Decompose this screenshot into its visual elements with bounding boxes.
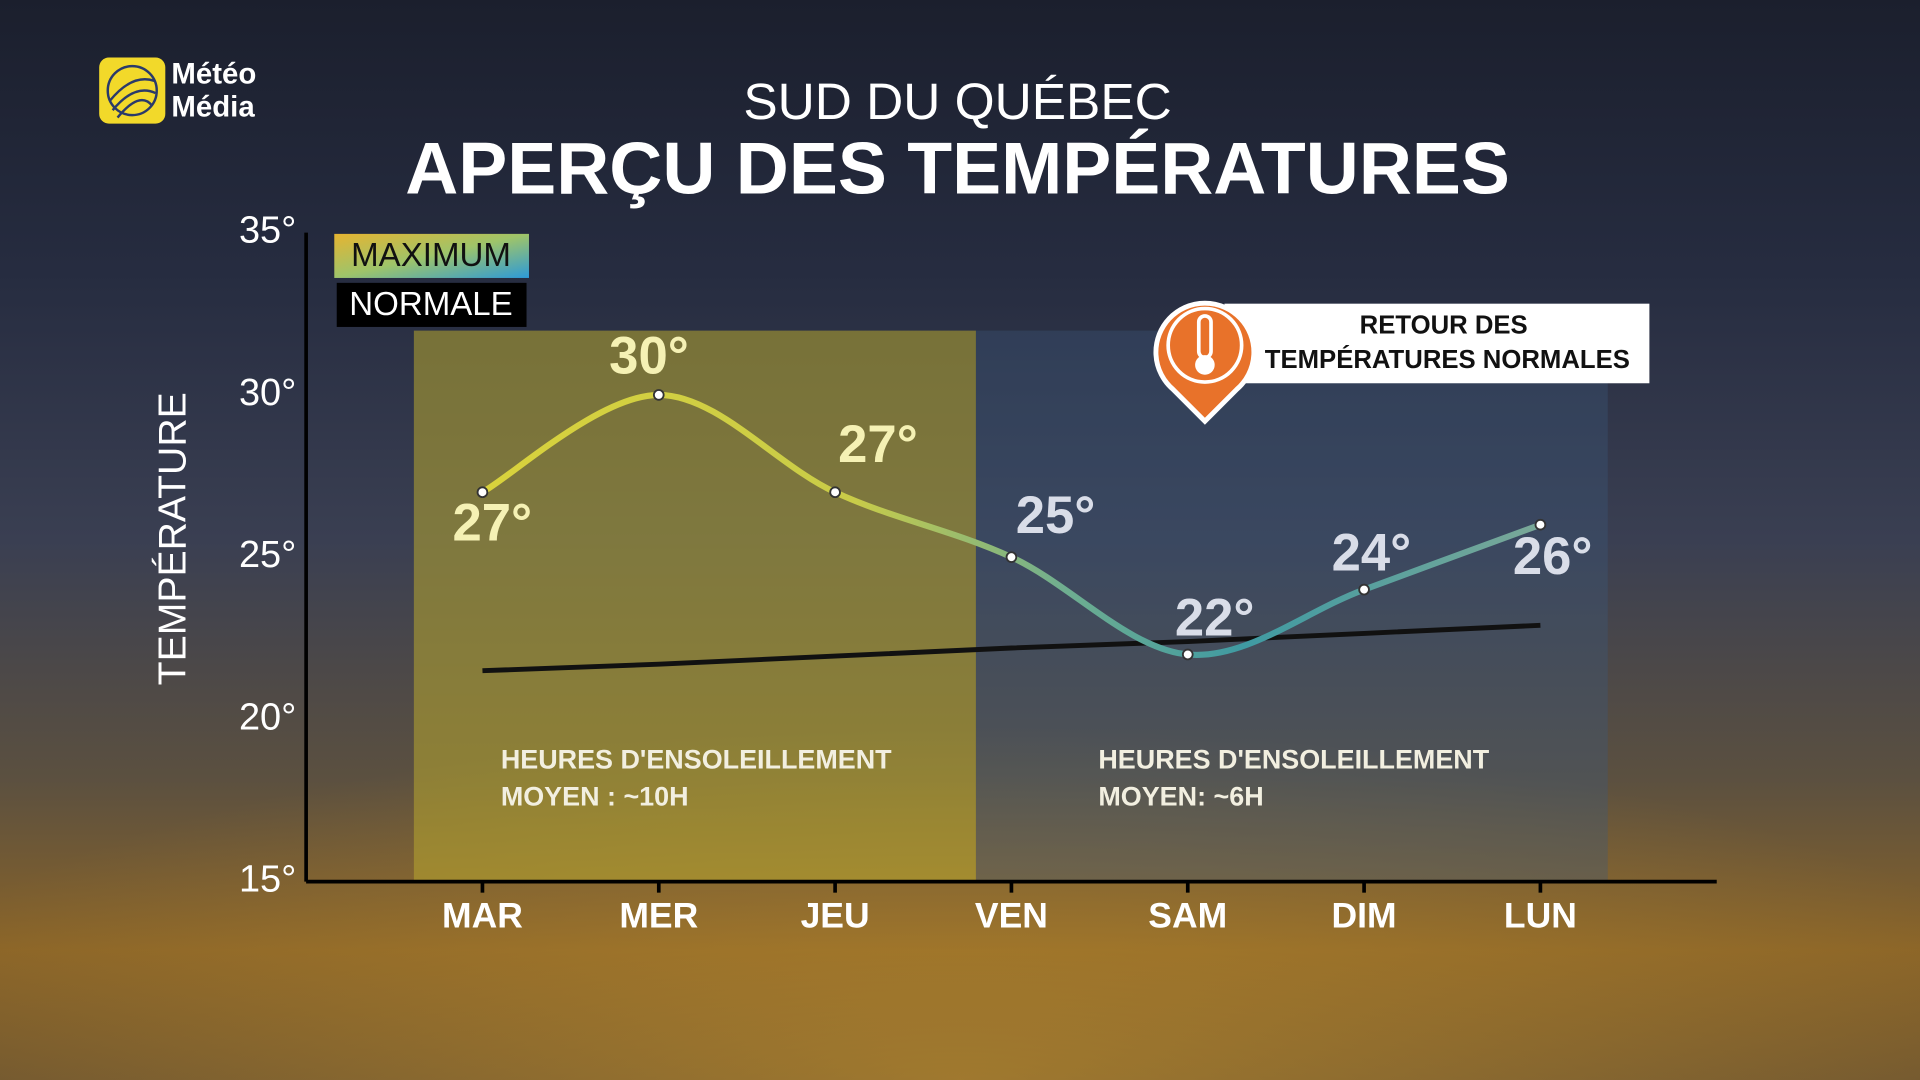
data-point — [829, 486, 841, 499]
chart-title: APERÇU DES TEMPÉRATURES — [405, 126, 1510, 209]
callout-box — [1224, 303, 1650, 384]
data-point — [652, 389, 665, 401]
x-tick-label: MAR — [442, 896, 523, 936]
value-label: 26° — [1513, 527, 1593, 586]
value-label: 27° — [838, 415, 918, 474]
y-tick-label: 15° — [239, 859, 296, 901]
data-point — [476, 486, 489, 499]
x-tick-label: VEN — [975, 896, 1048, 936]
y-tick-label: 25° — [239, 534, 296, 576]
logo-text: Média — [171, 91, 255, 124]
data-point — [1181, 648, 1194, 661]
data-point — [1534, 518, 1547, 531]
x-tick-label: DIM — [1332, 896, 1397, 936]
legend-label: NORMALE — [349, 286, 512, 323]
sunshine-note: HEURES D'ENSOLEILLEMENT — [1098, 745, 1489, 775]
value-label: 22° — [1175, 588, 1255, 647]
logo-icon — [99, 57, 166, 124]
cool-period — [975, 330, 1608, 882]
x-tick-label: MER — [619, 896, 698, 936]
callout-text: RETOUR DES — [1360, 312, 1528, 340]
y-tick-label: 30° — [239, 372, 296, 414]
legend-swatch — [336, 282, 527, 327]
value-label: 24° — [1332, 523, 1412, 582]
warm-period — [413, 330, 976, 882]
value-label: 25° — [1016, 486, 1096, 545]
legend-label: MAXIMUM — [351, 237, 511, 274]
legend-swatch — [334, 233, 529, 278]
logo-globe — [106, 64, 158, 119]
y-axis-label: TEMPÉRATURE — [151, 392, 194, 685]
logo-text: Météo — [171, 58, 256, 91]
callout-text: TEMPÉRATURES NORMALES — [1265, 345, 1630, 374]
y-tick-label: 20° — [239, 696, 296, 738]
x-tick-label: LUN — [1504, 896, 1577, 936]
data-point — [1358, 583, 1370, 596]
x-tick-label: SAM — [1148, 896, 1227, 936]
value-label: 30° — [609, 326, 689, 385]
data-point — [1005, 551, 1018, 563]
value-label: 27° — [452, 493, 532, 552]
sunshine-note: MOYEN : ~10H — [501, 781, 689, 811]
callout-icon — [1166, 306, 1244, 384]
chart-subtitle: SUD DU QUÉBEC — [743, 72, 1171, 130]
thermometer-bulb — [1195, 355, 1215, 375]
sunshine-note: HEURES D'ENSOLEILLEMENT — [501, 745, 892, 775]
y-tick-label: 35° — [239, 210, 296, 252]
x-tick-label: JEU — [801, 896, 870, 936]
normal-line — [482, 622, 1541, 674]
sunshine-note: MOYEN: ~6H — [1098, 781, 1263, 811]
